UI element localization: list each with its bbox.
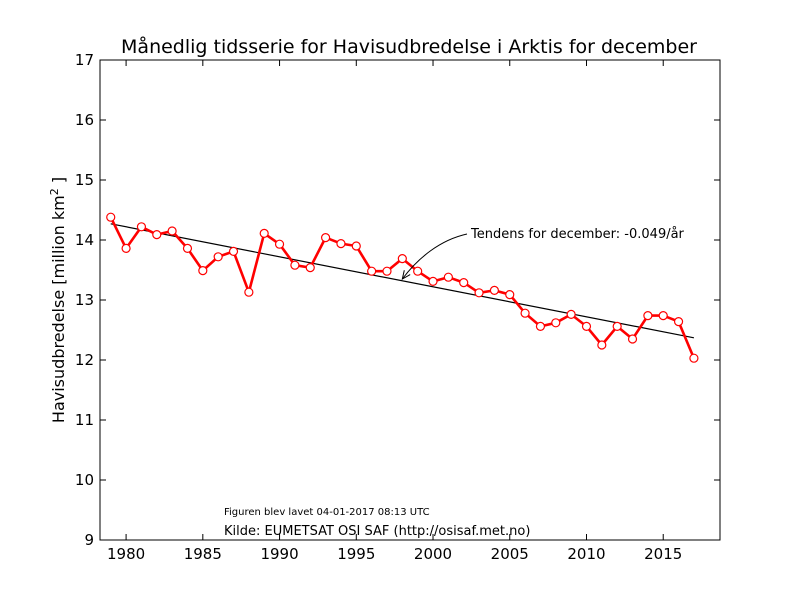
y-axis-label-end: ] xyxy=(49,177,68,188)
data-point-2008 xyxy=(551,318,561,328)
trend-line-group xyxy=(110,223,695,339)
y-tick-label-11: 11 xyxy=(75,411,94,429)
data-point-1997 xyxy=(382,266,392,276)
data-point-2011 xyxy=(597,340,607,350)
y-axis-label-superscript: 2 xyxy=(48,188,61,195)
trend-annotation-text: Tendens for december: -0.049/år xyxy=(470,227,685,242)
data-point-2012 xyxy=(612,321,622,331)
data-point-1986 xyxy=(213,252,223,262)
data-point-1988 xyxy=(244,287,254,297)
data-point-2017 xyxy=(689,353,699,363)
annotation-arrow-line xyxy=(401,233,468,280)
series-group xyxy=(106,212,699,363)
data-point-1991 xyxy=(290,260,300,270)
y-tick-label-16: 16 xyxy=(75,111,94,129)
data-point-2001 xyxy=(443,272,453,282)
x-tick-label-2010: 2010 xyxy=(567,545,605,563)
data-point-1983 xyxy=(167,226,177,236)
axis-ticks: 1980 1985 1990 1995 2000 2005 2010 2015 9 10 11 12 1… xyxy=(75,51,720,563)
data-point-2004 xyxy=(489,285,500,295)
footer-generated-note: Figuren blev lavet 04-01-2017 08:13 UTC xyxy=(224,507,430,518)
data-point-1994 xyxy=(336,239,346,249)
y-tick-label-9: 9 xyxy=(84,531,94,549)
data-point-1980 xyxy=(121,243,131,253)
data-point-2016 xyxy=(673,317,684,327)
annotation-group: Tendens for december: -0.049/år xyxy=(401,227,685,280)
x-tick-label-1995: 1995 xyxy=(337,545,375,563)
x-tick-label-1980: 1980 xyxy=(107,545,145,563)
data-point-1999 xyxy=(413,266,423,276)
data-point-1987 xyxy=(228,246,239,256)
x-tick-label-1985: 1985 xyxy=(184,545,222,563)
data-point-2013 xyxy=(627,334,638,344)
y-tick-label-14: 14 xyxy=(75,231,94,249)
data-point-1985 xyxy=(198,266,208,276)
footer-source: Kilde: EUMETSAT OSI SAF (http://osisaf.m… xyxy=(224,524,530,539)
y-tick-label-12: 12 xyxy=(75,351,94,369)
data-point-2003 xyxy=(474,288,484,298)
data-point-2007 xyxy=(535,321,546,331)
data-point-1979 xyxy=(106,212,116,222)
x-tick-label-1990: 1990 xyxy=(260,545,298,563)
x-tick-label-2005: 2005 xyxy=(491,545,529,563)
data-point-2015 xyxy=(658,311,668,321)
data-point-1993 xyxy=(320,233,331,243)
data-point-2009 xyxy=(566,309,576,319)
y-tick-label-10: 10 xyxy=(75,471,94,489)
data-point-1998 xyxy=(397,254,407,264)
data-point-1989 xyxy=(259,228,269,238)
y-tick-label-15: 15 xyxy=(75,171,94,189)
y-axis-label-main: Havisudbredelse [million km xyxy=(49,195,68,423)
data-point-2002 xyxy=(459,278,469,288)
x-tick-label-2015: 2015 xyxy=(644,545,682,563)
data-point-1992 xyxy=(305,263,315,273)
x-tick-label-2000: 2000 xyxy=(414,545,452,563)
y-tick-label-17: 17 xyxy=(75,51,94,69)
data-point-1984 xyxy=(182,243,193,253)
plot-area-frame xyxy=(99,59,721,541)
chart-title: Månedlig tidsserie for Havisudbredelse i… xyxy=(121,35,697,58)
annotation-arrow-head xyxy=(401,270,411,280)
y-axis-label: Havisudbredelse [million km2 ] xyxy=(48,177,68,423)
trend-line xyxy=(110,223,695,339)
y-tick-label-13: 13 xyxy=(75,291,94,309)
data-point-1982 xyxy=(152,230,162,240)
data-point-1981 xyxy=(136,222,147,232)
data-point-2014 xyxy=(643,311,653,321)
data-point-2010 xyxy=(581,321,592,331)
data-point-2000 xyxy=(428,276,438,286)
data-point-1995 xyxy=(351,241,361,251)
data-point-1990 xyxy=(274,239,285,249)
data-point-1996 xyxy=(367,266,377,276)
data-point-2006 xyxy=(520,308,530,318)
data-point-2005 xyxy=(505,290,515,300)
